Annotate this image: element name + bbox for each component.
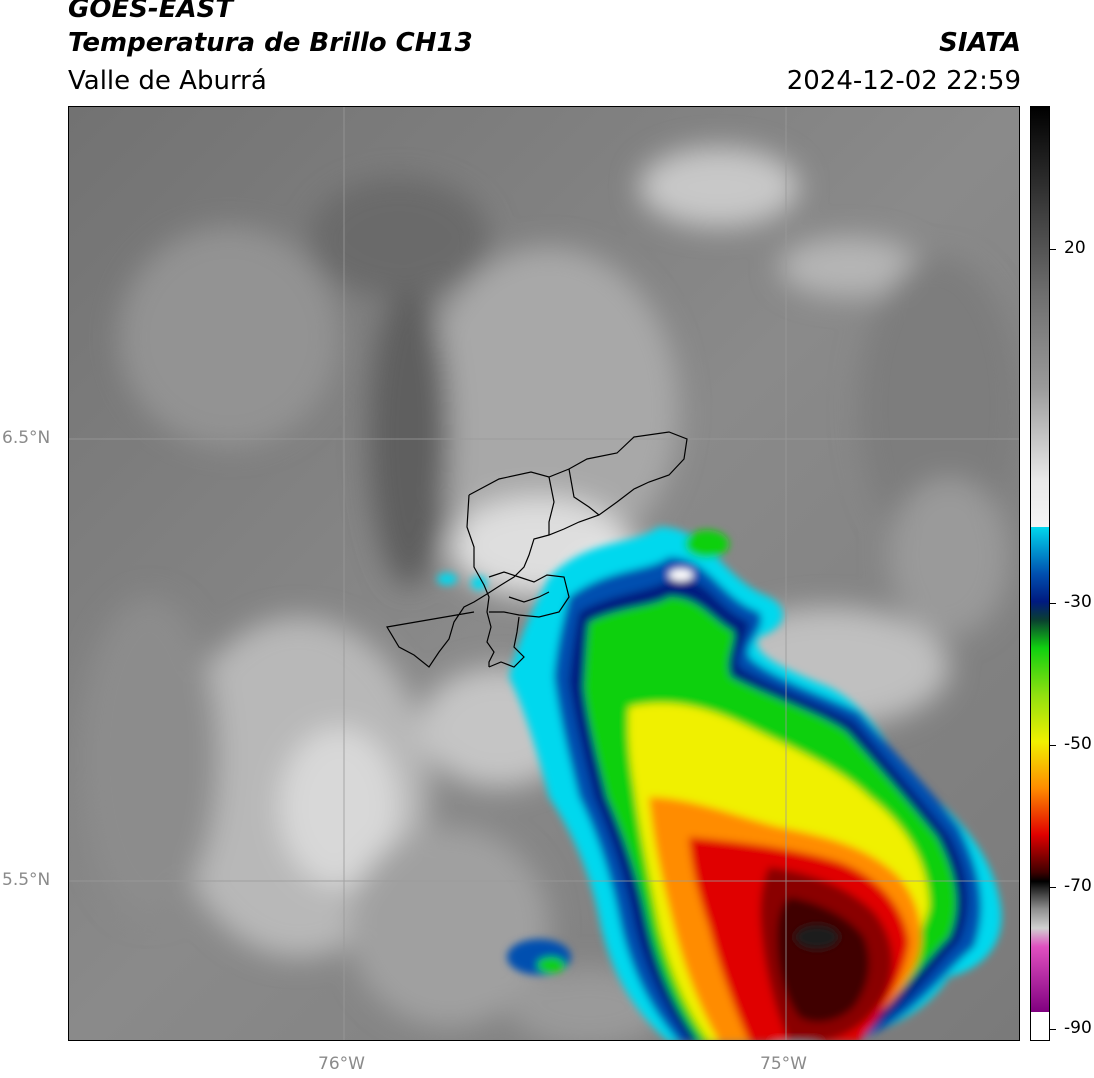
temperature-colorbar: [1030, 106, 1050, 1041]
municipal-boundaries: [386, 431, 688, 668]
agency-label: SIATA: [939, 28, 1021, 58]
colorbar-tick: [1050, 745, 1056, 746]
satellite-title: GOES-EAST: [68, 0, 234, 24]
colorbar-tick: [1050, 887, 1056, 888]
colorbar-label-minus50: -50: [1064, 734, 1092, 754]
region-label: Valle de Aburrá: [68, 66, 267, 96]
colorbar-label-minus30: -30: [1064, 592, 1092, 612]
brightness-temperature-field: [69, 107, 1019, 1040]
graticule: [69, 107, 1019, 1040]
lat-label-north: 6.5°N: [2, 428, 51, 448]
colorbar-tick: [1050, 603, 1056, 604]
colorbar-tick: [1050, 249, 1056, 250]
colorbar-label-minus70: -70: [1064, 876, 1092, 896]
convective-system: [437, 527, 1002, 1040]
colorbar-tick: [1050, 1029, 1056, 1030]
lon-label-west: 76°W: [318, 1054, 365, 1074]
product-title: Temperatura de Brillo CH13: [68, 28, 473, 58]
colorbar-label-minus90: -90: [1064, 1018, 1092, 1038]
colorbar-label-20: 20: [1064, 238, 1086, 258]
lat-label-south: 5.5°N: [2, 870, 51, 890]
satellite-map[interactable]: [68, 106, 1020, 1041]
timestamp: 2024-12-02 22:59: [786, 66, 1021, 96]
lon-label-east: 75°W: [760, 1054, 807, 1074]
